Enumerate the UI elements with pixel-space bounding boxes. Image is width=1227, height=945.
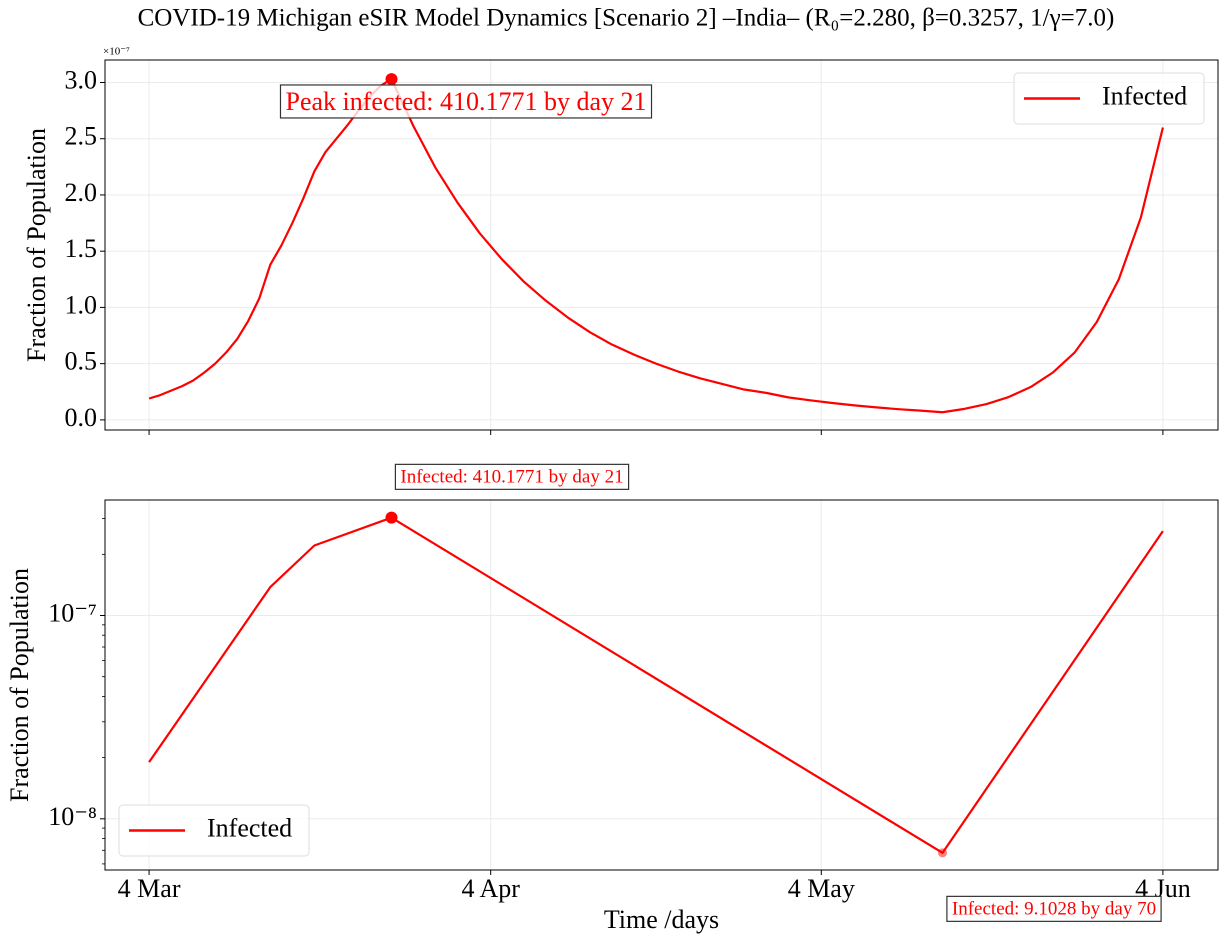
min-marker (938, 848, 948, 858)
y-tick-label: 10⁻⁸ (48, 802, 97, 831)
y-tick-label: 1.0 (65, 290, 98, 319)
annotation-text: Infected: 410.1771 by day 21 (400, 466, 623, 487)
y-axis-label: Fraction of Population (5, 568, 34, 802)
y-tick-label: 3.0 (65, 65, 98, 94)
x-axis-label: Time /days (604, 905, 719, 934)
y-tick-label: 0.0 (65, 403, 98, 432)
y-axis-label: Fraction of Population (22, 128, 51, 362)
x-tick-label: 4 Mar (118, 874, 181, 903)
figure-title: COVID-19 Michigan eSIR Model Dynamics [S… (138, 5, 1115, 32)
legend-label: Infected (207, 813, 292, 842)
legend-label: Infected (1102, 81, 1187, 110)
annotation: Peak infected: 410.1771 by day 21 (279, 84, 653, 119)
y-tick-label: 0.5 (65, 347, 98, 376)
y-tick-label: 2.5 (65, 122, 98, 151)
series-line (148, 78, 1164, 414)
annotation: Infected: 410.1771 by day 21 (394, 463, 630, 490)
peak-marker (385, 511, 398, 524)
x-tick-label: 4 Apr (461, 874, 520, 903)
peak-marker (385, 73, 398, 86)
offset-text: ×10⁻⁷ (103, 46, 130, 58)
y-tick-label: 10⁻⁷ (48, 598, 97, 627)
annotation-box (946, 895, 1162, 922)
legend-box (118, 804, 310, 857)
series-line (148, 516, 1164, 854)
y-tick-label: 1.5 (65, 234, 98, 263)
annotation: Infected: 9.1028 by day 70 (946, 895, 1162, 922)
x-tick-label: 4 May (788, 874, 855, 903)
legend-box (1013, 72, 1205, 125)
annotation-text: Infected: 9.1028 by day 70 (952, 898, 1156, 919)
annotation-text: Peak infected: 410.1771 by day 21 (285, 87, 646, 116)
plot-frame (104, 499, 1219, 871)
annotation-box (394, 463, 630, 490)
annotation-box (279, 84, 653, 119)
y-tick-label: 2.0 (65, 178, 98, 207)
plot-frame (104, 59, 1219, 431)
